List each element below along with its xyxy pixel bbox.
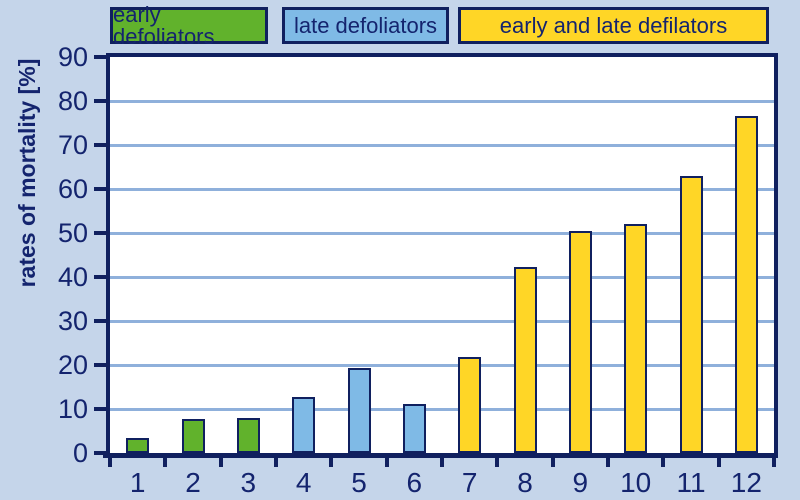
y-tick-label-60: 60 [57,174,88,204]
y-tick-40 [94,275,106,279]
bar-11 [679,175,703,453]
x-tick-label-10: 10 [620,467,652,498]
bar-7 [458,357,482,453]
legend-label-early-and-late-defilators: early and late defilators [499,12,728,38]
y-tick-label-10: 10 [57,394,88,424]
x-tick-1 [163,458,168,467]
y-tick-label-30: 30 [57,306,88,336]
y-tick-0 [94,451,106,455]
y-tick-30 [94,319,106,323]
x-tick-label-7: 7 [461,467,478,498]
x-tick-label-12: 12 [730,467,762,498]
gridline-30 [110,319,774,323]
bar-6 [402,404,426,453]
x-tick-8 [550,458,555,467]
y-tick-label-50: 50 [57,218,88,248]
bar-3 [236,417,260,453]
x-tick-6 [440,458,444,467]
legend-item-early-and-late-defilators: early and late defilators [458,7,769,44]
gridline-20 [110,363,774,367]
x-tick-label-8: 8 [517,467,533,498]
legend-label-late-defoliators: late defoliators [293,12,438,38]
x-tick-label-1: 1 [129,467,146,498]
bar-5 [347,367,371,453]
y-tick-label-40: 40 [57,262,88,292]
x-tick-label-9: 9 [572,467,589,498]
y-tick-50 [94,231,106,235]
x-tick-label-3: 3 [240,467,257,498]
legend-item-early-defoliators: early defoliators [110,3,268,47]
y-tick-10 [94,407,106,411]
y-tick-label-20: 20 [57,350,88,380]
gridline-50 [110,231,774,235]
x-tick-label-2: 2 [185,467,201,498]
gridline-60 [110,187,774,191]
bar-1 [126,437,150,453]
x-tick-3 [274,458,278,467]
gridline-80 [110,99,774,103]
gridline-70 [110,143,774,147]
gridline-40 [110,275,774,279]
x-tick-0 [108,458,112,467]
x-tick-label-4: 4 [295,467,312,498]
x-tick-10 [661,458,666,467]
y-tick-90 [94,55,106,59]
x-tick-2 [218,458,223,467]
y-tick-60 [94,187,106,191]
gridline-10 [110,407,774,411]
x-axis-baseline [103,453,778,458]
y-tick-label-80: 80 [57,86,88,116]
legend-label-early-defoliators: early defoliators [113,1,215,49]
bar-12 [734,116,758,453]
y-tick-70 [94,143,106,147]
x-tick-7 [495,458,500,467]
bar-10 [624,224,648,453]
y-tick-label-90: 90 [57,42,88,72]
x-tick-label-6: 6 [406,467,423,498]
bar-8 [513,267,537,453]
bar-4 [292,396,316,453]
x-tick-5 [384,458,389,467]
y-tick-label-70: 70 [57,130,88,160]
legend-item-late-defoliators: late defoliators [282,7,449,44]
x-tick-9 [606,458,610,467]
y-tick-20 [94,363,106,367]
y-tick-80 [94,99,106,103]
x-tick-4 [329,458,334,467]
x-tick-label-5: 5 [351,467,367,498]
x-tick-12 [772,458,776,467]
bar-9 [568,231,592,453]
x-tick-11 [716,458,721,467]
y-tick-label-0: 0 [72,438,88,468]
bar-2 [181,419,205,453]
plot-background [106,53,778,453]
x-tick-label-11: 11 [676,467,706,498]
